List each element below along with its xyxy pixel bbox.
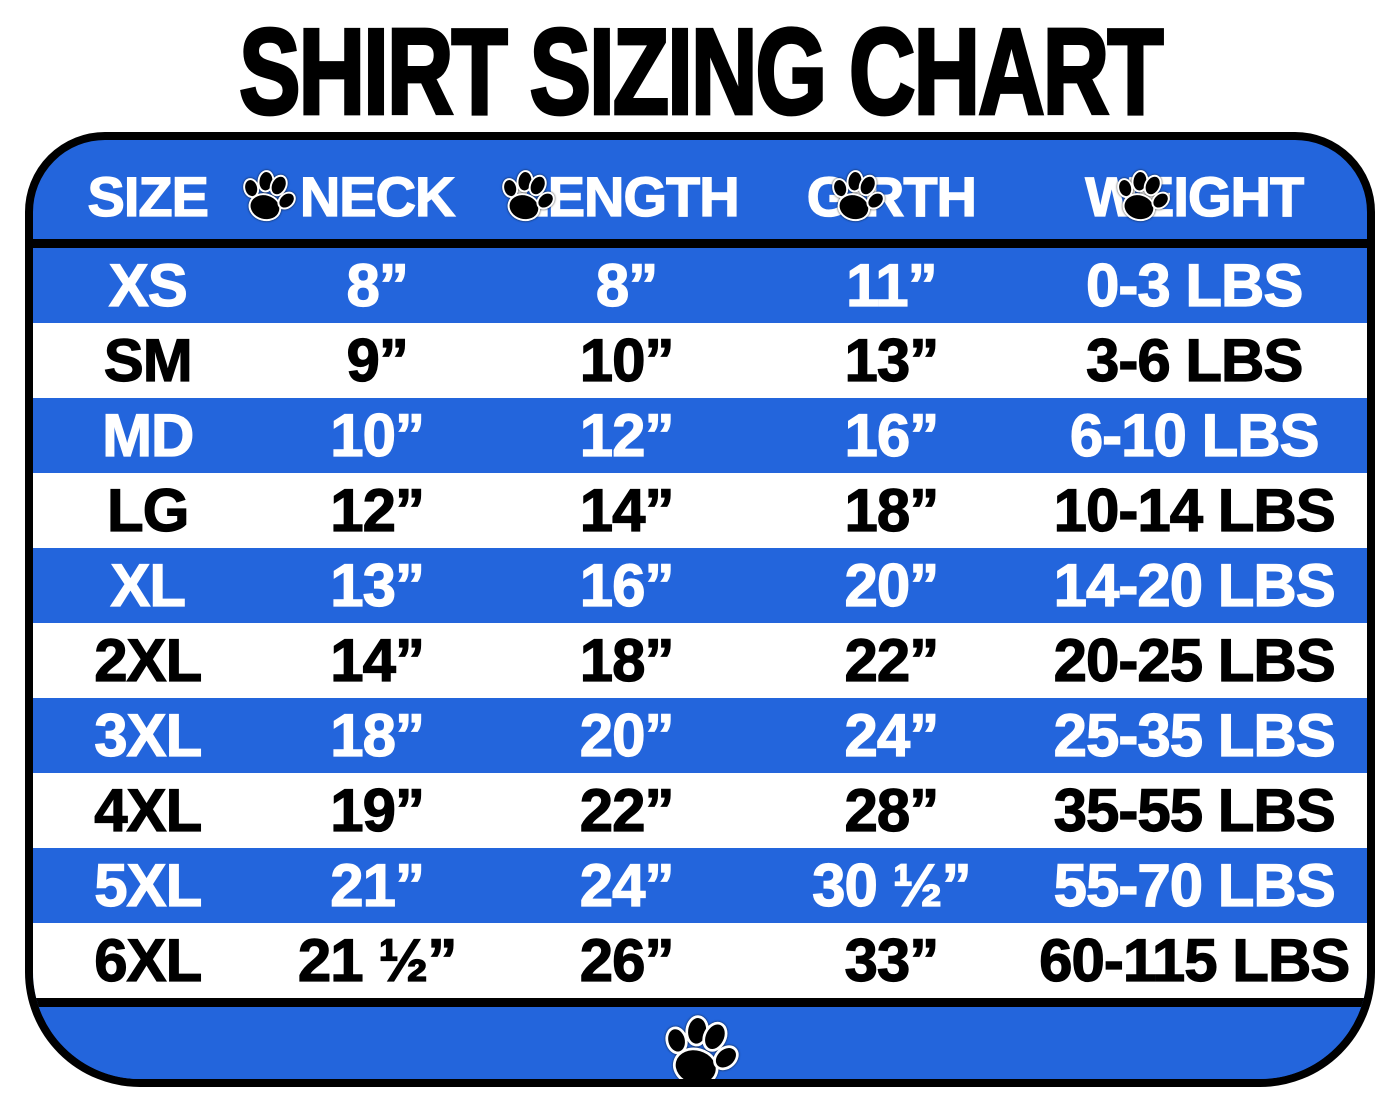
cell-size: LG: [106, 476, 190, 544]
cell-neck: 19”: [330, 776, 426, 844]
title-bar: SHIRT SIZING CHART: [0, 0, 1400, 139]
cell-size: SM: [103, 326, 193, 394]
table-row: XL 13” 16” 20” 14-20 LBS: [33, 548, 1367, 623]
cell-length: 10”: [579, 326, 675, 394]
cell-size: 3XL: [94, 701, 203, 769]
cell-weight: 0-3 LBS: [1085, 251, 1304, 319]
footer-divider: [33, 998, 1367, 1007]
cell-weight: 10-14 LBS: [1053, 476, 1336, 544]
column-header-weight: WEIGHT: [1085, 164, 1305, 228]
cell-girth: 13”: [844, 326, 940, 394]
table-body: XS 8” 8” 11” 0-3 LBS SM 9” 10” 13” 3-6 LBS MD 10” 12…: [33, 248, 1367, 998]
page-title: SHIRT SIZING CHART: [237, 3, 1164, 141]
column-header-girth: GIRTH: [806, 164, 978, 228]
cell-length: 24”: [579, 851, 675, 919]
cell-length: 26”: [579, 926, 675, 994]
cell-neck: 8”: [346, 251, 410, 319]
paw-icon: [661, 1009, 739, 1087]
table-row: 4XL 19” 22” 28” 35-55 LBS: [33, 773, 1367, 848]
cell-neck: 14”: [330, 626, 426, 694]
cell-length: 18”: [579, 626, 675, 694]
cell-size: 6XL: [94, 926, 203, 994]
cell-neck: 12”: [330, 476, 426, 544]
paw-icon: [498, 165, 555, 226]
cell-girth: 28”: [844, 776, 940, 844]
cell-girth: 33”: [844, 926, 940, 994]
cell-girth: 16”: [844, 401, 940, 469]
cell-weight: 25-35 LBS: [1053, 701, 1336, 769]
cell-weight: 55-70 LBS: [1053, 851, 1336, 919]
column-header-size: SIZE: [87, 164, 210, 228]
table-row: 2XL 14” 18” 22” 20-25 LBS: [33, 623, 1367, 698]
cell-weight: 20-25 LBS: [1053, 626, 1336, 694]
cell-neck: 21 ½”: [297, 926, 458, 994]
card-footer: [33, 1007, 1367, 1079]
cell-length: 22”: [579, 776, 675, 844]
cell-size: MD: [101, 401, 195, 469]
cell-girth: 30 ½”: [812, 851, 973, 919]
cell-girth: 20”: [844, 551, 940, 619]
sizing-chart-card: SIZE NECK LENGTH GIRTH WEIGHT XS 8” 8” 11” 0…: [25, 132, 1375, 1087]
cell-size: 2XL: [94, 626, 203, 694]
table-row: 3XL 18” 20” 24” 25-35 LBS: [33, 698, 1367, 773]
cell-neck: 10”: [330, 401, 426, 469]
cell-size: 5XL: [94, 851, 203, 919]
paw-icon: [829, 165, 886, 226]
cell-weight: 14-20 LBS: [1053, 551, 1336, 619]
table-row: XS 8” 8” 11” 0-3 LBS: [33, 248, 1367, 323]
paw-icon: [239, 165, 296, 226]
cell-length: 14”: [579, 476, 675, 544]
table-row: 5XL 21” 24” 30 ½” 55-70 LBS: [33, 848, 1367, 923]
paw-icon: [1113, 165, 1170, 226]
cell-weight: 6-10 LBS: [1069, 401, 1320, 469]
table-row: LG 12” 14” 18” 10-14 LBS: [33, 473, 1367, 548]
cell-length: 16”: [579, 551, 675, 619]
cell-weight: 35-55 LBS: [1053, 776, 1336, 844]
cell-girth: 11”: [846, 251, 939, 319]
cell-weight: 3-6 LBS: [1085, 326, 1304, 394]
cell-neck: 9”: [346, 326, 410, 394]
cell-neck: 13”: [330, 551, 426, 619]
cell-neck: 21”: [330, 851, 426, 919]
cell-length: 8”: [595, 251, 659, 319]
cell-girth: 18”: [844, 476, 940, 544]
cell-length: 12”: [579, 401, 675, 469]
table-row: MD 10” 12” 16” 6-10 LBS: [33, 398, 1367, 473]
cell-weight: 60-115 LBS: [1039, 926, 1351, 994]
cell-size: XS: [108, 251, 188, 319]
column-header-neck: NECK: [299, 164, 456, 228]
cell-girth: 24”: [844, 701, 940, 769]
cell-neck: 18”: [330, 701, 426, 769]
cell-length: 20”: [579, 701, 675, 769]
cell-girth: 22”: [844, 626, 940, 694]
table-row: 6XL 21 ½” 26” 33” 60-115 LBS: [33, 923, 1367, 998]
header-divider: [33, 239, 1367, 248]
table-row: SM 9” 10” 13” 3-6 LBS: [33, 323, 1367, 398]
table-header-row: SIZE NECK LENGTH GIRTH WEIGHT: [33, 140, 1367, 239]
cell-size: 4XL: [94, 776, 203, 844]
cell-size: XL: [110, 551, 187, 619]
